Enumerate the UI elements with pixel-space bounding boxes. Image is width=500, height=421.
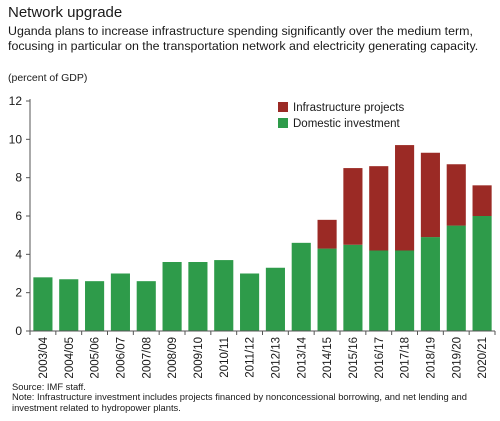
legend: Infrastructure projects Domestic investme… bbox=[278, 102, 404, 130]
bar-infrastructure-projects-2020-21 bbox=[472, 185, 492, 216]
y-tick-label: 12 bbox=[9, 94, 23, 108]
bar-infrastructure-projects-2019-20 bbox=[446, 164, 466, 226]
bar-domestic-investment-2009-10 bbox=[188, 262, 208, 331]
bar-domestic-investment-2016-17 bbox=[369, 250, 389, 331]
x-tick-label: 2012/13 bbox=[270, 337, 282, 379]
bar-domestic-investment-2014-15 bbox=[317, 248, 337, 331]
x-tick-label: 2003/04 bbox=[38, 336, 50, 378]
x-tick-label: 2009/10 bbox=[193, 337, 205, 379]
bar-infrastructure-projects-2018-19 bbox=[420, 152, 440, 238]
bar-domestic-investment-2018-19 bbox=[420, 237, 440, 331]
bar-infrastructure-projects-2014-15 bbox=[317, 219, 337, 249]
footnote: Note: Infrastructure investment includes… bbox=[12, 391, 467, 413]
y-tick-label: 10 bbox=[9, 132, 23, 146]
x-tick-label: 2018/19 bbox=[425, 337, 437, 379]
chart-title: Network upgrade bbox=[8, 4, 123, 21]
x-tick-label: 2015/16 bbox=[348, 337, 360, 379]
bar-infrastructure-projects-2015-16 bbox=[343, 168, 363, 245]
x-tick-label: 2006/07 bbox=[115, 337, 127, 379]
chart-subtitle: Uganda plans to increase infrastructure … bbox=[8, 24, 479, 53]
bar-domestic-investment-2017-18 bbox=[395, 250, 415, 331]
bar-domestic-investment-2013-14 bbox=[291, 242, 311, 331]
bar-domestic-investment-2010-11 bbox=[214, 260, 234, 331]
bar-domestic-investment-2012-13 bbox=[265, 267, 285, 331]
x-tick-label: 2010/11 bbox=[219, 337, 231, 378]
bar-domestic-investment-2005-06 bbox=[85, 281, 105, 331]
x-tick-label: 2017/18 bbox=[400, 337, 412, 379]
x-tick-label: 2020/21 bbox=[477, 337, 489, 379]
bar-domestic-investment-2008-09 bbox=[162, 262, 182, 331]
x-tick-label: 2019/20 bbox=[451, 337, 463, 379]
y-tick-label: 6 bbox=[15, 209, 22, 223]
bar-domestic-investment-2006-07 bbox=[110, 273, 130, 331]
x-tick-label: 2007/08 bbox=[141, 337, 153, 379]
bar-domestic-investment-2007-08 bbox=[136, 281, 156, 331]
bar-domestic-investment-2003-04 bbox=[33, 277, 53, 331]
x-tick-label: 2004/05 bbox=[64, 337, 76, 379]
x-tick-label: 2011/12 bbox=[245, 337, 257, 378]
bars bbox=[33, 145, 492, 331]
y-tick-label: 2 bbox=[15, 286, 22, 300]
legend-swatch-domestic-investment bbox=[278, 118, 288, 128]
x-tick-label: 2013/14 bbox=[296, 336, 308, 378]
bar-domestic-investment-2015-16 bbox=[343, 244, 363, 331]
x-axis: 2003/04 2004/05 2005/06 2006/07 2007/08 2008/… bbox=[29, 330, 496, 379]
x-tick-label: 2008/09 bbox=[167, 337, 179, 379]
bar-domestic-investment-2011-12 bbox=[240, 273, 260, 331]
bar-domestic-investment-2019-20 bbox=[446, 225, 466, 331]
x-tick-label: 2016/17 bbox=[374, 337, 386, 379]
x-tick-label: 2014/15 bbox=[322, 337, 334, 379]
bar-domestic-investment-2004-05 bbox=[59, 279, 79, 331]
y-tick-label: 8 bbox=[15, 171, 22, 185]
x-tick-label: 2005/06 bbox=[90, 337, 102, 379]
legend-label-domestic-investment: Domestic investment bbox=[293, 118, 401, 130]
y-axis-unit-label: (percent of GDP) bbox=[8, 72, 88, 84]
legend-label-infrastructure-projects: Infrastructure projects bbox=[293, 102, 404, 114]
y-axis: 0 2 4 6 8 10 12 bbox=[9, 94, 31, 338]
y-tick-label: 4 bbox=[15, 247, 22, 261]
bar-domestic-investment-2020-21 bbox=[472, 216, 492, 331]
bar-infrastructure-projects-2016-17 bbox=[369, 166, 389, 251]
source-note: Source: IMF staff. bbox=[12, 381, 86, 392]
y-tick-label: 0 bbox=[15, 324, 22, 338]
bar-infrastructure-projects-2017-18 bbox=[395, 145, 415, 251]
legend-swatch-infrastructure-projects bbox=[278, 102, 288, 112]
